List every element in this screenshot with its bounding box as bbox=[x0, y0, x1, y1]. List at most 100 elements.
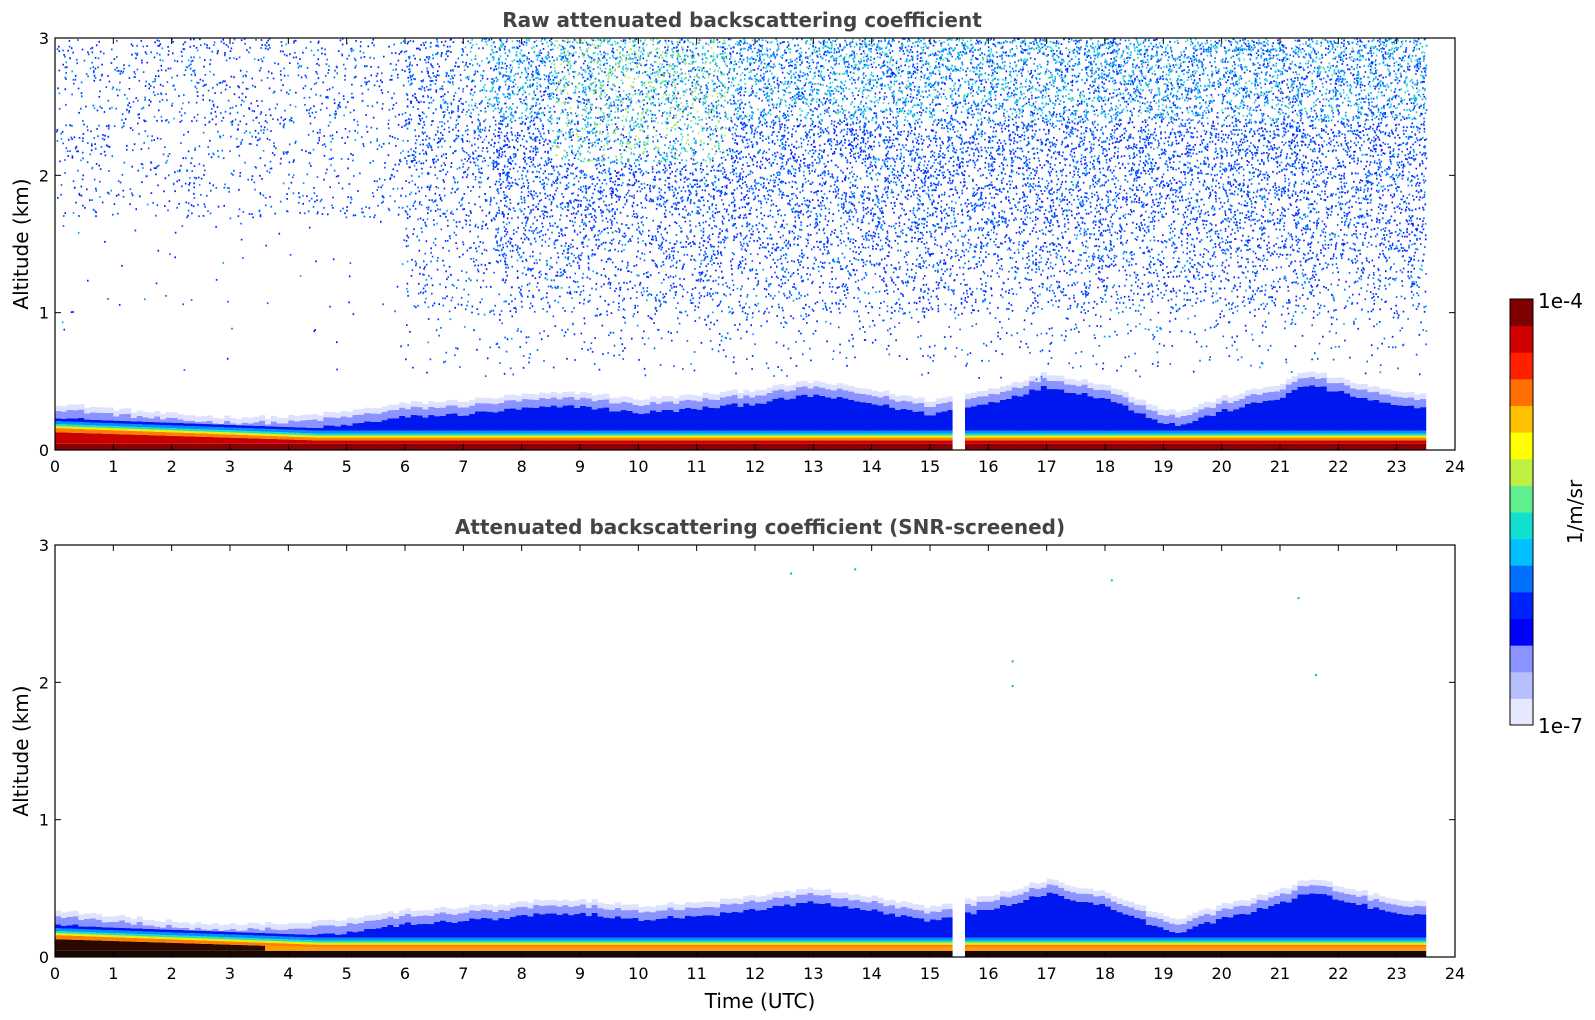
backscatter-band bbox=[142, 411, 149, 418]
backscatter-band bbox=[1262, 443, 1269, 450]
colorbar-max-label: 1e-4 bbox=[1538, 289, 1583, 313]
backscatter-band bbox=[510, 440, 517, 444]
backscatter-band bbox=[119, 937, 126, 942]
backscatter-band bbox=[965, 443, 972, 450]
backscatter-band bbox=[1064, 435, 1071, 438]
backscatter-band bbox=[1408, 947, 1415, 951]
backscatter-band bbox=[1385, 388, 1392, 395]
backscatter-band bbox=[410, 944, 418, 948]
backscatter-band bbox=[288, 946, 295, 951]
backscatter-band bbox=[632, 437, 639, 441]
backscatter-band bbox=[644, 942, 651, 945]
time-column bbox=[883, 900, 890, 957]
backscatter-band bbox=[714, 408, 721, 431]
backscatter-band bbox=[1099, 950, 1106, 957]
backscatter-band bbox=[142, 925, 149, 929]
backscatter-band bbox=[702, 392, 709, 399]
backscatter-band bbox=[1309, 377, 1316, 386]
backscatter-band bbox=[609, 904, 616, 910]
backscatter-band bbox=[1023, 947, 1030, 951]
backscatter-band bbox=[982, 909, 989, 938]
backscatter-band bbox=[545, 944, 552, 948]
backscatter-band bbox=[352, 918, 359, 924]
backscatter-band bbox=[1046, 892, 1053, 938]
backscatter-band bbox=[451, 437, 458, 441]
backscatter-band bbox=[1332, 942, 1339, 945]
backscatter-band bbox=[463, 907, 470, 913]
backscatter-band bbox=[1245, 900, 1252, 907]
backscatter-band bbox=[1233, 435, 1240, 438]
backscatter-band bbox=[1309, 433, 1316, 436]
x-tick-label: 1 bbox=[108, 457, 118, 476]
backscatter-band bbox=[230, 432, 237, 435]
backscatter-band bbox=[422, 947, 429, 951]
backscatter-band bbox=[241, 434, 248, 439]
backscatter-band bbox=[772, 437, 779, 441]
backscatter-band bbox=[1180, 942, 1188, 945]
backscatter-band bbox=[1180, 435, 1188, 438]
time-column bbox=[813, 889, 820, 957]
backscatter-band bbox=[84, 918, 91, 927]
time-column bbox=[510, 903, 517, 957]
backscatter-band bbox=[924, 406, 931, 416]
backscatter-band bbox=[230, 928, 237, 932]
backscatter-band bbox=[609, 947, 616, 951]
backscatter-band bbox=[165, 939, 173, 943]
backscatter-band bbox=[994, 435, 1001, 438]
backscatter-band bbox=[1239, 913, 1246, 938]
backscatter-band bbox=[1390, 396, 1398, 405]
backscatter-band bbox=[1315, 940, 1322, 943]
backscatter-band bbox=[1075, 433, 1083, 436]
backscatter-band bbox=[125, 917, 132, 923]
backscatter-band bbox=[317, 950, 324, 957]
backscatter-band bbox=[317, 942, 324, 945]
backscatter-band bbox=[492, 911, 499, 921]
backscatter-band bbox=[924, 433, 931, 436]
backscatter-band bbox=[1414, 430, 1421, 434]
backscatter-band bbox=[358, 931, 365, 938]
backscatter-band bbox=[457, 443, 464, 450]
backscatter-band bbox=[1221, 395, 1228, 401]
x-tick-label: 13 bbox=[803, 964, 823, 983]
backscatter-band bbox=[270, 439, 278, 444]
backscatter-band bbox=[72, 410, 79, 419]
backscatter-band bbox=[405, 914, 412, 923]
backscatter-band bbox=[1210, 430, 1217, 434]
time-column bbox=[498, 397, 505, 450]
backscatter-band bbox=[235, 930, 243, 933]
backscatter-band bbox=[218, 434, 225, 438]
backscatter-band bbox=[1309, 950, 1316, 957]
backscatter-band bbox=[60, 432, 68, 444]
time-column bbox=[288, 923, 295, 957]
time-column bbox=[504, 905, 511, 957]
backscatter-band bbox=[78, 926, 85, 930]
backscatter-band bbox=[55, 443, 62, 450]
backscatter-band bbox=[830, 897, 838, 907]
backscatter-band bbox=[317, 430, 324, 434]
backscatter-band bbox=[900, 915, 908, 938]
backscatter-band bbox=[276, 443, 283, 450]
backscatter-band bbox=[1151, 430, 1158, 434]
backscatter-band bbox=[66, 928, 73, 932]
time-column bbox=[259, 415, 266, 450]
backscatter-band bbox=[1105, 906, 1112, 938]
backscatter-band bbox=[813, 895, 820, 904]
backscatter-band bbox=[1204, 944, 1211, 948]
backscatter-band bbox=[1420, 950, 1427, 957]
backscatter-band bbox=[492, 950, 499, 957]
backscatter-band bbox=[714, 940, 721, 943]
backscatter-band bbox=[731, 937, 738, 941]
backscatter-band bbox=[883, 944, 890, 948]
backscatter-band bbox=[1373, 907, 1380, 938]
backscatter-band bbox=[148, 435, 155, 444]
backscatter-band bbox=[498, 942, 505, 945]
backscatter-band bbox=[1192, 435, 1199, 438]
backscatter-band bbox=[1198, 433, 1205, 436]
backscatter-band bbox=[725, 404, 733, 431]
backscatter-band bbox=[1157, 414, 1164, 424]
backscatter-band bbox=[539, 430, 546, 434]
backscatter-band bbox=[340, 433, 348, 436]
backscatter-band bbox=[311, 950, 318, 957]
backscatter-band bbox=[259, 950, 266, 957]
backscatter-band bbox=[1011, 443, 1018, 450]
